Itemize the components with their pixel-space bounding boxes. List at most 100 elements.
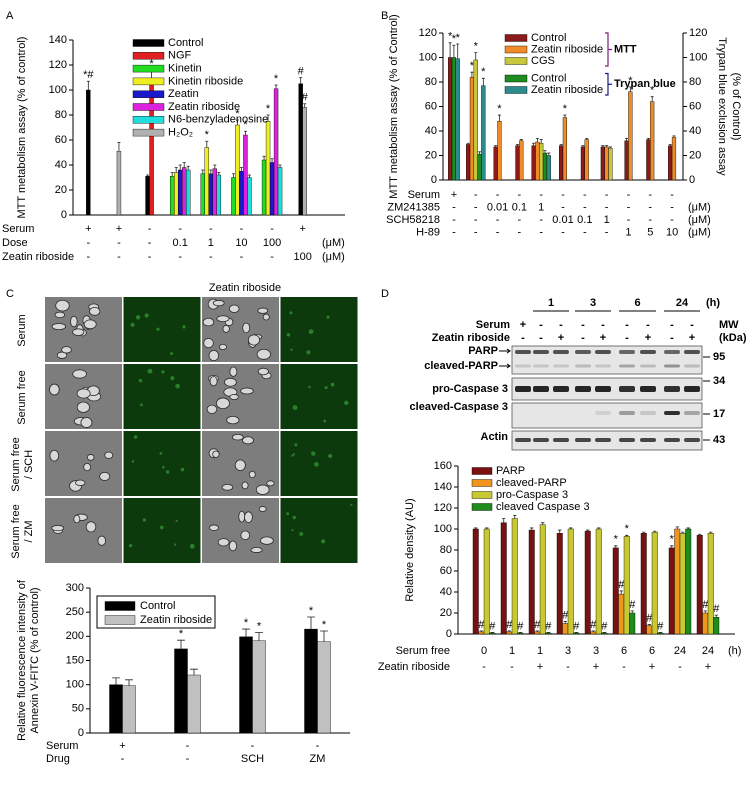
fluorescent-cell [350,503,353,506]
legend-label: Control [531,32,566,44]
blot-band [595,411,611,415]
cell [72,369,87,379]
fluorescent-cell [292,515,296,520]
condition-value: - [539,189,543,201]
bar [713,617,720,635]
condition-value: - [186,740,190,752]
error-bar [125,679,133,686]
error-bar [209,169,213,174]
cell [257,307,269,314]
error-bar [703,610,707,613]
error-bar [112,677,120,685]
bar [169,176,175,216]
blot-band [553,364,569,368]
bar [600,146,605,181]
blot-band [640,438,656,442]
cell [203,337,214,349]
error-bar [559,144,563,146]
blot-band [575,364,591,368]
cell [208,349,220,362]
fluorescent-cell [133,435,138,439]
significance-mark: * [563,103,568,115]
fluorescent-cell [323,419,327,423]
bar [511,518,518,635]
significance-mark: # [629,599,636,611]
blot-band [684,438,700,442]
condition-value: - [670,214,674,226]
cell [215,397,230,410]
condition-value: - [605,201,609,213]
condition-value: - [209,251,213,263]
significance-mark: # [506,619,513,631]
bar [545,632,552,635]
legend-swatch [504,74,528,83]
condition-value: - [251,740,255,752]
condition-value: - [622,661,626,673]
error-bar [670,545,674,548]
bar [546,155,551,181]
blot-band [619,438,635,442]
y-tick-label: 160 [434,460,452,472]
error-bar [642,531,646,534]
y-axis-label: MTT metabolism assay (% of control) [16,37,28,219]
micrograph-row-label: Serum free [10,437,22,491]
legend-swatch [471,479,493,487]
blot-band [515,350,531,354]
cell [216,315,230,323]
bar [623,536,630,635]
condition-label: Serum [46,740,78,752]
condition-unit: (μM) [688,201,711,213]
error-bar [479,630,483,632]
fluorescent-cell [330,382,335,387]
error-bar [543,150,547,154]
micrograph-row-label: Serum [16,314,28,346]
blot-condition-value: + [520,319,526,331]
condition-value: + [451,189,457,201]
y-tick-label: 0 [431,174,437,186]
significance-mark: * [244,617,249,629]
error-bar [513,514,517,519]
error-bar [266,114,270,122]
fluorescent-cell [135,315,141,320]
bar [671,136,677,181]
micrograph-row-label: / ZM [23,521,35,543]
micrograph-row-label: / SCH [23,450,35,479]
condition-value: + [299,223,305,235]
legend-label: Zeatin riboside [531,84,603,96]
cell [76,388,91,399]
blot-band [640,350,656,354]
legend-swatch [132,77,165,86]
error-bar [650,96,654,102]
y-tick-label: 40 [440,586,452,598]
condition-value: + [85,223,91,235]
cell [247,334,261,346]
error-bar [466,142,470,145]
significance-mark: # [618,579,625,591]
y-tick-label: 50 [72,703,84,715]
fluorescence-image [123,364,201,429]
error-bar [563,114,567,118]
error-bar [456,43,460,59]
bar [477,154,482,181]
time-point: 6 [634,297,640,309]
fluorescent-cell [314,462,319,467]
y-tick-label: 40 [425,125,437,137]
significance-mark: # [298,65,305,77]
significance-mark: * [497,103,502,115]
cell [234,459,246,471]
bar [478,631,485,635]
y2-axis-label: (% of Control) [730,73,742,141]
condition-value: 0.1 [173,237,188,249]
cell [226,416,240,425]
condition-value: - [670,189,674,201]
condition-value: - [148,237,152,249]
error-bar [485,527,489,529]
bar [696,535,703,635]
legend-label: Zeatin riboside [168,101,240,113]
legend-swatch [504,34,528,42]
error-bar [507,630,511,632]
fluorescent-cell [159,452,163,455]
condition-value: - [474,226,478,238]
y2-tick-label: 40 [689,125,701,137]
fluorescent-cell [161,370,165,374]
